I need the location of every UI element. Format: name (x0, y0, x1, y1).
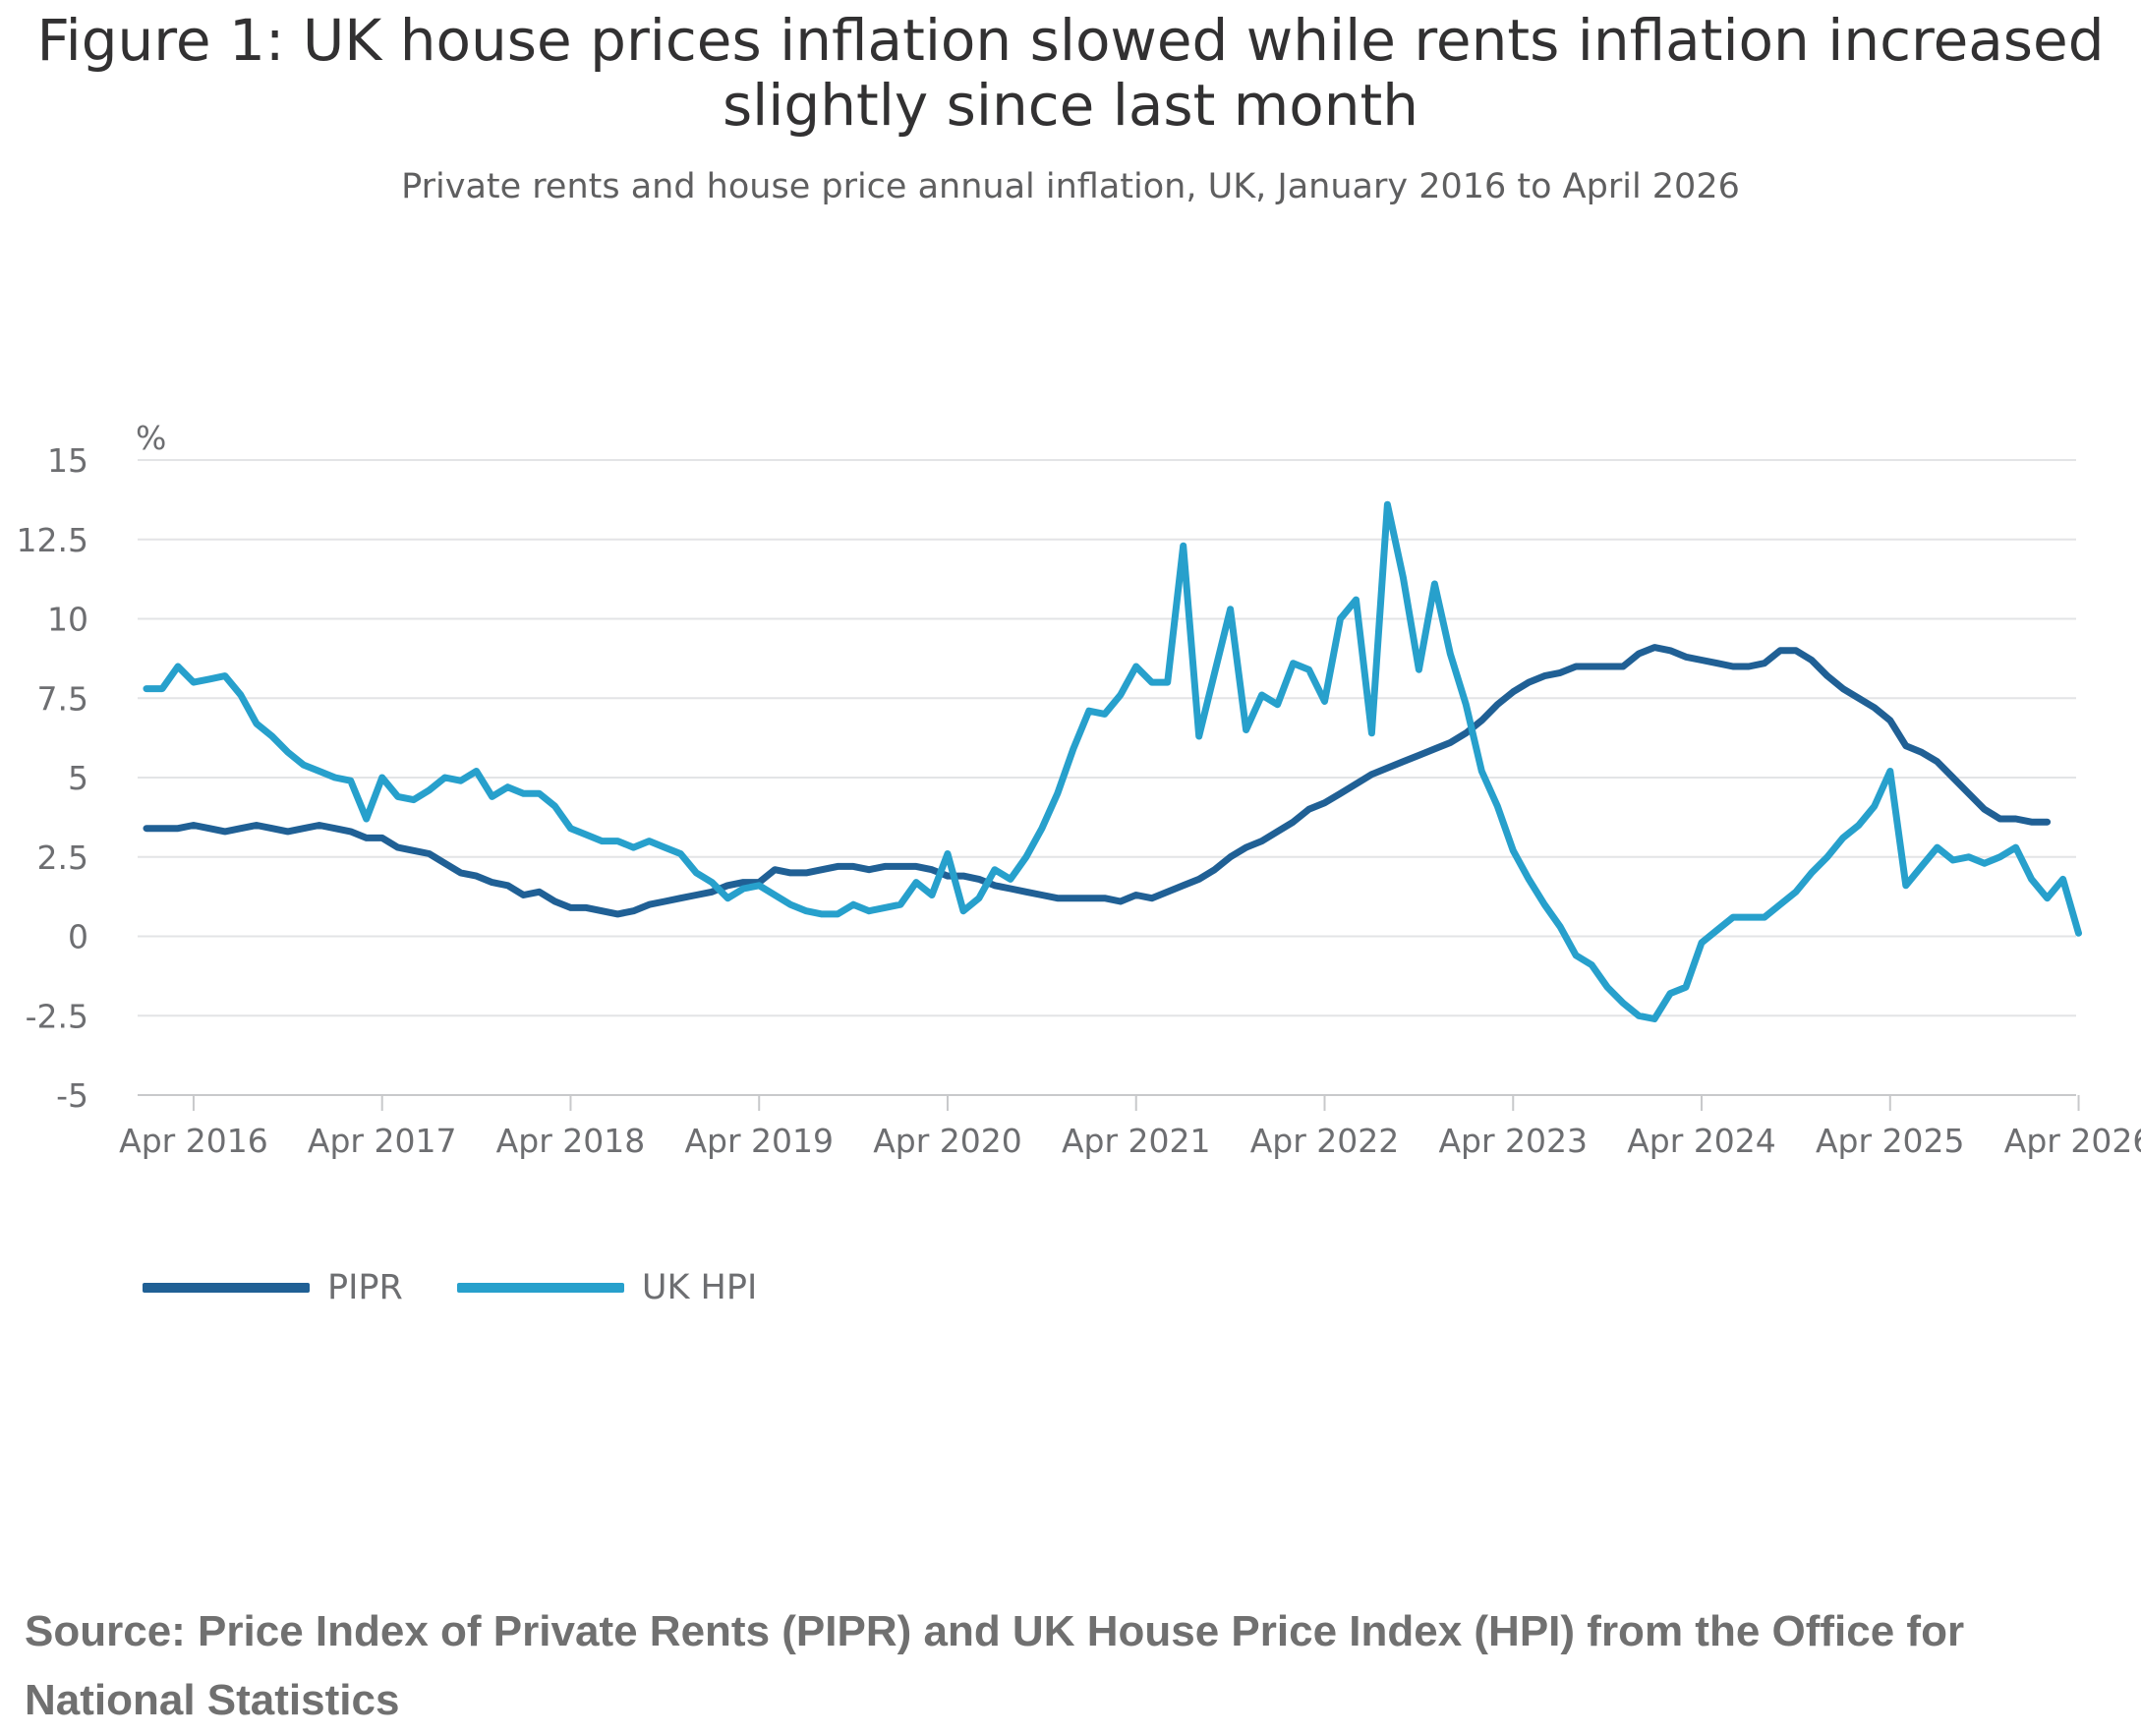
x-tick-label: Apr 2019 (684, 1122, 834, 1160)
series-line-pipr[interactable] (143, 644, 2052, 918)
legend-item-uk-hpi[interactable]: UK HPI (456, 1268, 758, 1307)
gridlines (138, 459, 2076, 1096)
legend-swatch-uk-hpi (456, 1283, 624, 1293)
legend-item-pipr[interactable]: PIPR (143, 1268, 403, 1307)
y-tick-label: 2.5 (37, 839, 88, 877)
series-lines (143, 500, 2082, 1022)
axes: 15 12.5 10 7.5 5 2.5 0 -2.5 -5 Apr 2016 Apr 2017 Ap… (17, 441, 2141, 1160)
x-tick-label: Apr 2017 (308, 1122, 457, 1160)
chart-subtitle: Private rents and house price annual inf… (401, 167, 1740, 206)
y-tick-label: 5 (68, 759, 88, 797)
legend: PIPR UK HPI (143, 1268, 811, 1307)
x-tick-label: Apr 2024 (1627, 1122, 1776, 1160)
legend-swatch-pipr (143, 1283, 310, 1293)
x-tick-label: Apr 2018 (496, 1122, 646, 1160)
y-tick-label: 12.5 (17, 521, 88, 559)
x-tick-label: Apr 2016 (119, 1122, 268, 1160)
legend-label-pipr: PIPR (327, 1268, 403, 1307)
line-chart: 15 12.5 10 7.5 5 2.5 0 -2.5 -5 Apr 2016 Apr 2017 Ap… (17, 419, 2141, 1160)
x-tick-label: Apr 2025 (1816, 1122, 1965, 1160)
x-tick-label: Apr 2022 (1250, 1122, 1400, 1160)
y-tick-label: 0 (68, 918, 88, 956)
legend-label-uk-hpi: UK HPI (641, 1268, 758, 1307)
chart-title: Figure 1: UK house prices inflation slow… (36, 7, 2105, 139)
y-axis-unit-label: % (136, 419, 166, 457)
x-tick-label: Apr 2026 (2004, 1122, 2141, 1160)
x-tick-label: Apr 2023 (1438, 1122, 1588, 1160)
y-tick-label: 10 (47, 601, 88, 639)
y-tick-label: 15 (47, 441, 88, 480)
x-tick-label: Apr 2020 (873, 1122, 1022, 1160)
source-note: Source: Price Index of Private Rents (PI… (25, 1607, 1965, 1724)
y-tick-label: -5 (56, 1076, 88, 1115)
y-tick-label: -2.5 (26, 997, 88, 1035)
x-tick-label: Apr 2021 (1062, 1122, 1211, 1160)
y-tick-label: 7.5 (37, 679, 88, 718)
series-line-uk-hpi[interactable] (143, 500, 2082, 1022)
